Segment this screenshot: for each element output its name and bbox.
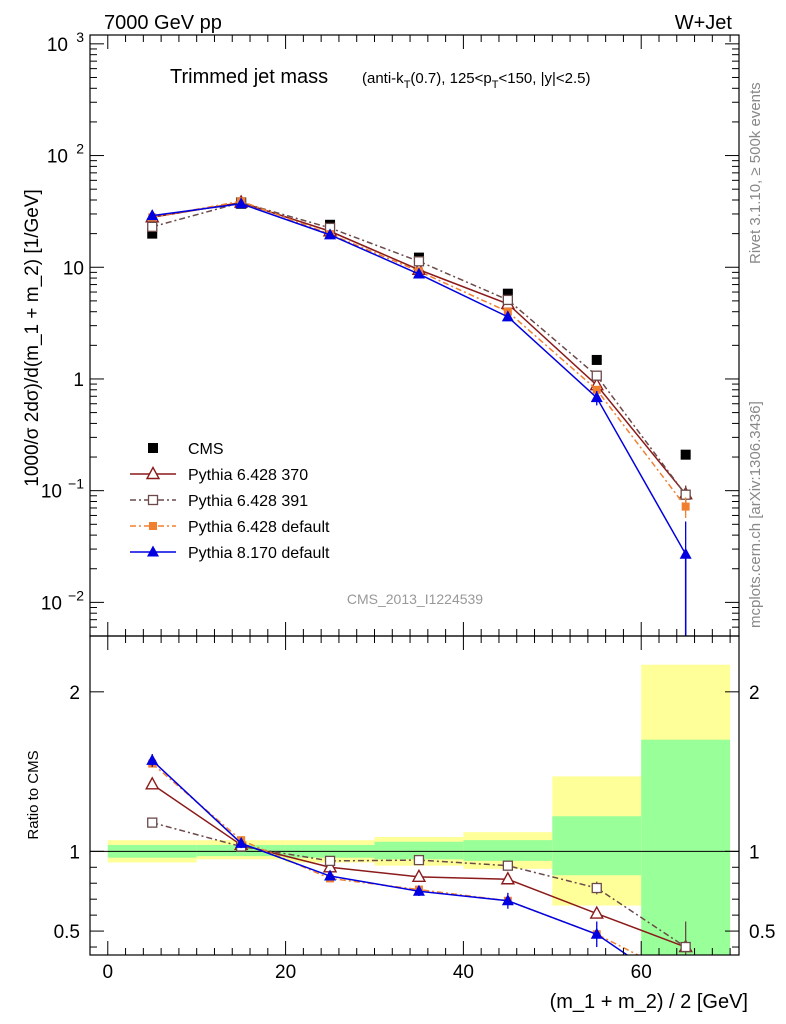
ratio-y-tick-label-right: 2 — [749, 683, 760, 704]
main-point-pythia-8-170-default — [235, 197, 248, 209]
energy-label: 7000 GeV pp — [104, 12, 222, 34]
main-point-pythia-6-428-391 — [591, 370, 602, 381]
legend-marker — [148, 443, 158, 453]
ratio-point-pythia-6-428-391 — [502, 860, 513, 871]
main-series-group — [145, 194, 693, 636]
main-point-pythia-6-428-391 — [147, 221, 158, 232]
legend-label: CMS — [188, 441, 224, 458]
main-line-pythia-6-428-370 — [152, 201, 687, 495]
legend-entry-pythia-6-428-370: Pythia 6.428 370 — [130, 466, 308, 484]
main-y-tick-label: 10 — [41, 482, 62, 503]
main-y-tick-label: 1 — [73, 370, 84, 391]
main-y-tick-label: 10 — [47, 147, 68, 168]
x-tick-label: 0 — [102, 962, 113, 983]
legend-marker — [145, 466, 161, 480]
main-point-pythia-8-170-default — [146, 209, 159, 221]
ratio-point-pythia-6-428-391 — [147, 817, 158, 828]
main-y-tick-exponent: 3 — [76, 29, 84, 45]
main-series-pythia-6-428-370 — [145, 194, 693, 505]
main-y-tick-label: 10 — [47, 35, 68, 56]
main-point-pythia-8-170-default — [501, 310, 514, 322]
ratio-panel-frame — [89, 635, 740, 956]
x-tick-label: 20 — [275, 962, 296, 983]
ratio-y-axis-label: Ratio to CMS — [25, 750, 42, 839]
ratio-point-pythia-8-170-default — [235, 836, 248, 848]
legend-entry-pythia-6-428-default: Pythia 6.428 default — [130, 519, 330, 536]
main-point-cms — [502, 288, 513, 299]
green-band-bin-4 — [463, 840, 553, 861]
x-tick-label: 60 — [631, 962, 652, 983]
main-series-pythia-6-428-391 — [147, 197, 691, 506]
x-tick-label: 40 — [453, 962, 474, 983]
ratio-point-pythia-8-170-default — [324, 869, 337, 881]
ratio-point-pythia-6-428-370 — [500, 871, 516, 885]
legend: CMS Pythia 6.428 370 Pythia 6.428 391 Pythi… — [130, 441, 330, 562]
main-y-tick-label: 10 — [41, 593, 62, 614]
green-band-bin-3 — [374, 841, 464, 860]
ratio-point-pythia-8-170-default — [501, 894, 514, 906]
legend-label: Pythia 6.428 default — [188, 519, 330, 536]
main-point-cms — [147, 228, 158, 239]
legend-marker — [149, 522, 157, 530]
main-point-pythia-8-170-default — [679, 547, 692, 559]
ratio-y-tick-label-left: 0.5 — [54, 922, 80, 943]
legend-entry-cms: CMS — [148, 441, 224, 458]
main-y-tick-exponent: 2 — [76, 141, 84, 157]
ratio-point-pythia-6-428-370 — [589, 905, 604, 919]
main-y-tick-exponent: −1 — [68, 476, 84, 492]
ratio-point-pythia-6-428-391 — [324, 855, 336, 867]
main-point-pythia-6-428-default — [592, 385, 601, 394]
process-label: W+Jet — [675, 12, 733, 34]
legend-label: Pythia 8.170 default — [188, 545, 330, 562]
ratio-y-tick-label-left: 2 — [69, 683, 80, 704]
ratio-point-pythia-6-428-370 — [411, 868, 427, 883]
x-axis-label: (m_1 + m_2) / 2 [GeV] — [550, 991, 748, 1013]
ratio-series-pythia-8-170-default — [146, 753, 629, 955]
legend-marker — [147, 494, 159, 506]
rivet-version-label: Rivet 3.1.10, ≥ 500k events — [747, 82, 764, 264]
ratio-uncertainty-bands — [90, 664, 739, 955]
main-point-pythia-8-170-default — [412, 267, 425, 279]
main-point-pythia-8-170-default — [324, 228, 337, 240]
ratio-series-group — [145, 753, 693, 955]
legend-marker — [147, 545, 159, 557]
ratio-point-pythia-6-428-391 — [591, 882, 602, 894]
ratio-point-pythia-6-428-391 — [413, 854, 425, 866]
main-point-pythia-8-170-default — [590, 391, 603, 403]
main-point-cms — [680, 449, 691, 460]
main-point-pythia-6-428-default — [681, 502, 690, 511]
ratio-point-pythia-8-170-default — [146, 753, 159, 765]
ratio-point-pythia-8-170-default — [412, 884, 425, 896]
main-line-pythia-6-428-default — [152, 200, 687, 508]
ratio-y-tick-label-left: 1 — [69, 842, 80, 863]
legend-entry-pythia-8-170-default: Pythia 8.170 default — [130, 545, 330, 562]
plot-title-main: Trimmed jet mass — [170, 66, 328, 88]
main-series-pythia-8-170-default — [146, 197, 692, 636]
green-band-bin-6 — [641, 739, 731, 955]
main-point-pythia-6-428-391 — [502, 294, 513, 306]
ratio-y-tick-label-right: 1 — [749, 842, 760, 863]
legend-label: Pythia 6.428 391 — [188, 493, 308, 510]
main-y-tick-exponent: −2 — [68, 587, 84, 603]
ratio-y-tick-label-right: 0.5 — [749, 922, 775, 943]
plot-subtitle: (anti-kT(0.7), 125<pT<150, |y|<2.5) — [362, 70, 591, 91]
main-y-tick-label: 10 — [63, 258, 84, 279]
green-band-bin-5 — [552, 816, 642, 876]
mcplots-label: mcplots.cern.ch [arXiv:1306.3436] — [747, 401, 764, 628]
ratio-point-pythia-8-170-default — [590, 927, 603, 939]
main-point-cms — [591, 354, 602, 365]
ratio-point-pythia-6-428-370 — [145, 776, 160, 790]
legend-entry-pythia-6-428-391: Pythia 6.428 391 — [130, 493, 308, 510]
ratio-point-pythia-6-428-391 — [680, 941, 691, 953]
main-point-pythia-6-428-391 — [413, 256, 425, 267]
main-y-axis-label: 1000/σ 2dσ)/d(m_1 + m_2) [1/GeV] — [22, 189, 43, 487]
plot-title: Trimmed jet mass — [170, 66, 328, 88]
main-line-pythia-6-428-391 — [152, 201, 687, 496]
legend-label: Pythia 6.428 370 — [188, 467, 308, 484]
analysis-id-label: CMS_2013_I1224539 — [347, 591, 483, 607]
